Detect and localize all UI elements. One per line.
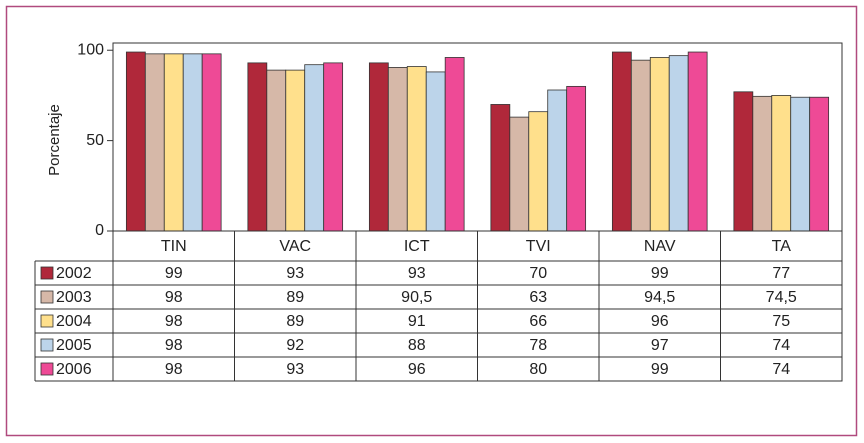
table-cell: 98 bbox=[165, 361, 183, 378]
legend-label: 2003 bbox=[56, 289, 92, 306]
bar bbox=[266, 69, 287, 232]
bar bbox=[687, 51, 708, 232]
bar bbox=[566, 85, 587, 232]
table-cell: 93 bbox=[286, 361, 304, 378]
bar bbox=[144, 53, 165, 232]
bar bbox=[771, 95, 792, 232]
bar bbox=[406, 66, 427, 232]
bar bbox=[247, 62, 268, 232]
bar bbox=[528, 111, 549, 232]
legend-swatch bbox=[40, 338, 54, 352]
table-cell: 91 bbox=[408, 313, 426, 330]
bar bbox=[285, 69, 306, 232]
table-cell: 89 bbox=[286, 313, 304, 330]
legend-swatch bbox=[40, 314, 54, 328]
bar bbox=[425, 71, 446, 232]
table-cell: 96 bbox=[408, 361, 426, 378]
legend-label: 2002 bbox=[56, 265, 92, 282]
table-cell: 75 bbox=[772, 313, 790, 330]
table-cell: 66 bbox=[529, 313, 547, 330]
table-cell: 92 bbox=[286, 337, 304, 354]
x-tick-label: TIN bbox=[161, 238, 187, 255]
bar bbox=[649, 57, 670, 232]
table-cell: 94,5 bbox=[644, 289, 675, 306]
table-cell: 78 bbox=[529, 337, 547, 354]
table-cell: 88 bbox=[408, 337, 426, 354]
bar bbox=[201, 53, 222, 232]
bar bbox=[509, 116, 530, 232]
table-cell: 96 bbox=[651, 313, 669, 330]
table-cell: 97 bbox=[651, 337, 669, 354]
y-tick-label: 50 bbox=[86, 132, 104, 149]
bar bbox=[630, 59, 651, 232]
y-tick-label: 0 bbox=[95, 222, 104, 239]
legend-label: 2005 bbox=[56, 337, 92, 354]
table-cell: 89 bbox=[286, 289, 304, 306]
table-cell: 98 bbox=[165, 313, 183, 330]
table-cell: 74,5 bbox=[766, 289, 797, 306]
bar bbox=[304, 64, 325, 232]
x-tick-label: ICT bbox=[404, 238, 430, 255]
x-tick-label: VAC bbox=[279, 238, 311, 255]
table-cell: 99 bbox=[651, 265, 669, 282]
table-cell: 93 bbox=[286, 265, 304, 282]
bar bbox=[182, 53, 203, 232]
bar bbox=[368, 62, 389, 232]
table-cell: 93 bbox=[408, 265, 426, 282]
bar bbox=[790, 96, 811, 232]
legend-swatch bbox=[40, 290, 54, 304]
bar bbox=[809, 96, 830, 232]
table-cell: 63 bbox=[529, 289, 547, 306]
bar bbox=[444, 57, 465, 232]
legend-label: 2006 bbox=[56, 361, 92, 378]
bar bbox=[611, 51, 632, 232]
table-cell: 99 bbox=[651, 361, 669, 378]
table-cell: 74 bbox=[772, 337, 790, 354]
bar bbox=[752, 95, 773, 232]
legend-swatch bbox=[40, 266, 54, 280]
y-tick-label: 100 bbox=[77, 41, 104, 58]
bar bbox=[163, 53, 184, 232]
table-cell: 74 bbox=[772, 361, 790, 378]
bar bbox=[387, 67, 408, 232]
table-cell: 99 bbox=[165, 265, 183, 282]
bar bbox=[490, 104, 511, 232]
bar bbox=[323, 62, 344, 232]
x-tick-label: TA bbox=[772, 238, 792, 255]
table-cell: 98 bbox=[165, 289, 183, 306]
table-cell: 70 bbox=[529, 265, 547, 282]
bar bbox=[668, 55, 689, 232]
x-tick-label: NAV bbox=[644, 238, 676, 255]
legend-swatch bbox=[40, 362, 54, 376]
table-cell: 80 bbox=[529, 361, 547, 378]
x-tick-label: TVI bbox=[526, 238, 551, 255]
legend-label: 2004 bbox=[56, 313, 92, 330]
y-axis-label: Porcentaje bbox=[46, 104, 63, 176]
bar bbox=[547, 89, 568, 232]
table-cell: 77 bbox=[772, 265, 790, 282]
table-cell: 98 bbox=[165, 337, 183, 354]
bar bbox=[125, 51, 146, 232]
bar bbox=[733, 91, 754, 232]
table-cell: 90,5 bbox=[401, 289, 432, 306]
